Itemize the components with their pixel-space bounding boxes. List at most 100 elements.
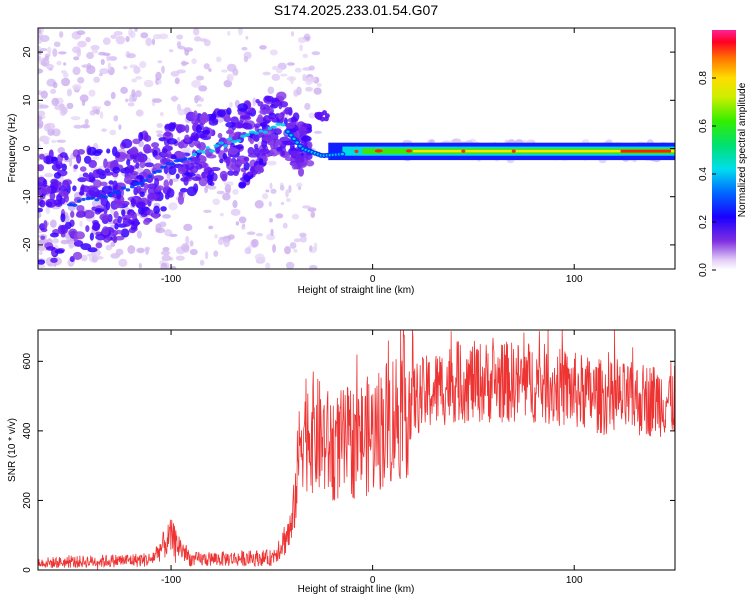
spectrogram-cell xyxy=(268,201,272,207)
spectrogram-cell xyxy=(96,168,104,175)
spectrogram-cell xyxy=(138,181,145,186)
spectrogram-cell xyxy=(227,137,233,141)
y-tick-label: -10 xyxy=(22,189,33,204)
spectrogram-cell xyxy=(178,165,183,172)
spectrogram-cell xyxy=(275,213,284,219)
spectrogram-cell xyxy=(130,197,136,207)
spectrogram-cell xyxy=(155,130,164,134)
spectrogram-cell xyxy=(112,180,118,190)
spectrogram-cell xyxy=(283,140,293,146)
spectrogram-cell xyxy=(195,163,203,170)
spectrogram-cell xyxy=(79,94,89,103)
spectrogram-cell xyxy=(280,150,286,157)
spectrogram-cell xyxy=(117,215,122,224)
spectrogram-cell xyxy=(170,154,177,160)
spectrogram-cell xyxy=(91,106,102,110)
spectrogram-cell xyxy=(95,208,104,213)
spectrogram-cell xyxy=(130,224,138,230)
spectrogram-cell xyxy=(101,128,107,132)
spectrogram-cell xyxy=(161,148,168,153)
spectrogram-cell xyxy=(203,209,212,214)
spectrogram-cell xyxy=(161,65,165,74)
spectrogram-cell xyxy=(60,70,67,74)
spectrogram-cell xyxy=(240,115,250,120)
spectrogram-cell xyxy=(192,28,200,36)
spectrogram-cell xyxy=(223,238,230,248)
spectrogram-cell xyxy=(38,264,46,269)
x-tick-label: 100 xyxy=(566,274,583,285)
spectrogram-cell xyxy=(299,130,308,137)
spectrogram-cell xyxy=(38,28,42,33)
spectrogram-cell xyxy=(107,62,112,71)
spectrogram-cell xyxy=(304,102,311,111)
spectrogram-cell xyxy=(168,178,173,186)
spectrogram-cell xyxy=(55,161,63,170)
spectrogram-cell xyxy=(291,213,300,220)
spectrogram-cell xyxy=(70,116,81,121)
spectrogram-cell xyxy=(252,98,257,107)
spectrogram-cell xyxy=(219,158,224,164)
spectrogram-cell xyxy=(92,156,100,160)
spectrogram-cell xyxy=(203,39,211,47)
spectrogram-cell xyxy=(235,221,240,226)
spectrogram-cell xyxy=(226,73,234,82)
spectrogram-cell xyxy=(214,234,218,239)
spectrogram-cell xyxy=(226,63,237,72)
spectrogram-cell xyxy=(62,180,70,188)
spectrogram-cell xyxy=(143,135,152,142)
spectrogram-xlabel: Height of straight line (km) xyxy=(298,285,415,296)
spectrogram-cell xyxy=(76,30,86,36)
spectrogram-cell xyxy=(183,157,188,161)
spectrogram-cell xyxy=(199,113,210,124)
spectrogram-cell xyxy=(94,255,104,260)
spectrogram-cell xyxy=(133,66,141,74)
spectrogram-cell xyxy=(85,197,91,201)
spectrogram-cell xyxy=(284,107,292,115)
snr-frame xyxy=(37,329,676,571)
spectrogram-cell xyxy=(247,171,252,176)
spectrogram-cell xyxy=(307,141,313,149)
spectrogram-cell xyxy=(225,156,231,167)
spectrogram-cell xyxy=(269,218,273,223)
spectrogram-cell xyxy=(60,213,66,223)
spectrogram-cell xyxy=(256,256,266,261)
spectrogram-cell xyxy=(290,31,295,37)
spectrogram-cell xyxy=(254,123,261,128)
spectrogram-cell xyxy=(39,251,43,255)
spectrogram-cell xyxy=(219,170,228,180)
spectrogram-cell xyxy=(138,153,145,162)
spectrogram-cell xyxy=(177,108,186,116)
spectrogram-cell xyxy=(72,251,83,260)
spectrogram-cell xyxy=(134,28,138,33)
spectrogram-cell xyxy=(41,135,51,143)
spectrogram-cell xyxy=(81,64,90,68)
spectrogram-cell xyxy=(168,202,178,211)
spectrogram-cell xyxy=(110,241,116,248)
spectrogram-cell xyxy=(115,200,124,206)
spectrogram-cell xyxy=(132,158,138,163)
spectrogram-cell xyxy=(88,172,94,181)
spectrogram-cell xyxy=(187,157,193,161)
spectrogram-cell xyxy=(164,229,173,237)
spectrogram-cell xyxy=(267,126,273,130)
spectrogram-cell xyxy=(84,118,89,125)
spectrogram-cell xyxy=(53,41,61,48)
spectrogram-cell xyxy=(244,247,251,255)
spectrogram-cell xyxy=(204,186,209,194)
spectrogram-cell xyxy=(126,214,132,220)
spectrogram-cell xyxy=(72,185,77,192)
spectrogram-cell xyxy=(159,111,164,117)
spectrogram-cell xyxy=(206,174,214,181)
y-tick-label: 400 xyxy=(22,422,33,439)
spectrogram-cell xyxy=(233,131,239,142)
spectrogram-cell xyxy=(147,193,156,200)
spectrogram-cell xyxy=(126,53,136,59)
spectrogram-cell xyxy=(261,138,268,149)
spectrogram-cell xyxy=(45,122,56,131)
spectrogram-cell xyxy=(108,180,114,185)
spectrogram-cell xyxy=(279,101,289,108)
spectrogram-cell xyxy=(251,238,259,248)
spectrogram-cell xyxy=(223,147,229,153)
spectrogram-cell xyxy=(310,211,316,219)
